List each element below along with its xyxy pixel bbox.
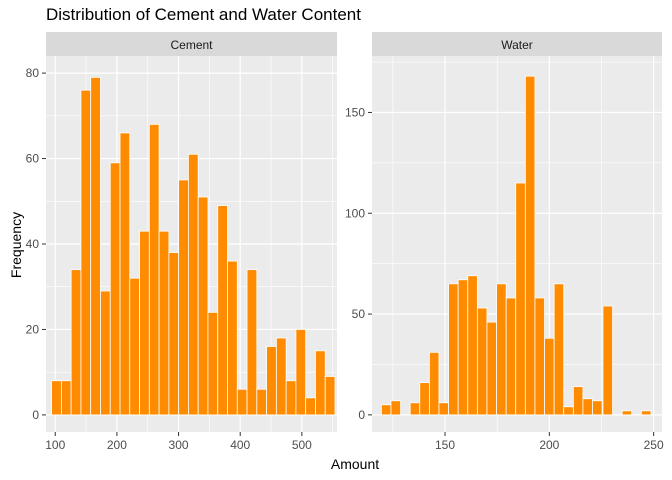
water-bar	[582, 398, 593, 416]
cement-strip	[46, 32, 337, 56]
water-bar	[563, 406, 574, 416]
cement-y-tick-label: 80	[26, 66, 40, 80]
cement-bar	[188, 153, 199, 416]
water-bar	[380, 404, 392, 416]
water-bar	[496, 283, 507, 416]
cement-x-tick-label: 500	[292, 438, 312, 452]
cement-bar	[266, 346, 277, 416]
cement-bar	[139, 230, 150, 416]
cement-bar	[178, 179, 189, 416]
cement-bar	[285, 380, 297, 416]
chart-title: Distribution of Cement and Water Content	[46, 5, 361, 24]
cement-bar	[158, 230, 170, 416]
cement-bar	[305, 397, 316, 416]
cement-y-tick-label: 60	[26, 152, 40, 166]
cement-y-tick-label: 40	[26, 237, 40, 251]
cement-bar	[51, 380, 62, 416]
cement-bar	[100, 290, 111, 416]
water-bar	[572, 386, 584, 416]
water-bar	[621, 410, 633, 416]
water-bar	[448, 283, 459, 416]
cement-strip-label: Cement	[170, 38, 213, 52]
cement-x-tick-label: 100	[45, 438, 65, 452]
water-bar	[505, 297, 517, 416]
water-strip-label: Water	[501, 38, 533, 52]
cement-bar	[315, 350, 326, 416]
cement-x-tick-label: 400	[230, 438, 250, 452]
water-bar	[544, 337, 555, 416]
water-bar	[457, 279, 469, 416]
cement-bar	[256, 388, 268, 416]
cement-bar	[168, 252, 180, 416]
cement-bar	[217, 205, 228, 416]
cement-bar	[207, 311, 219, 416]
water-strip	[372, 32, 662, 56]
cement-bar	[109, 162, 121, 416]
cement-bar	[324, 376, 336, 416]
water-bar	[640, 410, 652, 416]
water-y-tick-label: 100	[345, 206, 365, 220]
cement-y-tick-label: 0	[32, 408, 39, 422]
cement-bar	[90, 76, 101, 416]
x-axis-label: Amount	[330, 456, 380, 472]
cement-bar	[197, 196, 209, 416]
cement-bar	[70, 269, 82, 416]
water-bar	[428, 351, 440, 416]
water-y-tick-label: 0	[358, 408, 365, 422]
cement-bar	[148, 123, 160, 416]
cement-bar	[246, 269, 258, 416]
water-bar	[534, 297, 545, 416]
water-y-tick-label: 50	[352, 307, 366, 321]
water-bar	[438, 402, 449, 416]
cement-bar	[227, 260, 238, 416]
water-bar	[553, 283, 565, 416]
water-x-tick-label: 150	[435, 438, 455, 452]
water-x-tick-label: 250	[644, 438, 664, 452]
water-bar	[476, 307, 488, 416]
water-bar	[486, 321, 497, 416]
water-x-tick-label: 200	[539, 438, 559, 452]
water-bar	[592, 400, 603, 416]
cement-x-tick-label: 200	[107, 438, 127, 452]
cement-bar	[60, 380, 72, 416]
cement-bar	[119, 132, 131, 416]
cement-bar	[129, 277, 140, 416]
water-bar	[390, 400, 401, 416]
water-bar	[409, 402, 421, 416]
water-bar	[419, 382, 430, 416]
cement-bar	[80, 89, 92, 416]
cement-bar	[275, 337, 287, 416]
water-bar	[524, 75, 536, 416]
water-bar	[467, 275, 478, 416]
cement-bar	[236, 388, 248, 416]
water-y-tick-label: 150	[345, 105, 365, 119]
cement-y-tick-label: 20	[26, 322, 40, 336]
water-bar	[515, 182, 526, 416]
cement-x-tick-label: 300	[169, 438, 189, 452]
water-bar	[602, 305, 613, 416]
cement-bar	[295, 329, 307, 416]
